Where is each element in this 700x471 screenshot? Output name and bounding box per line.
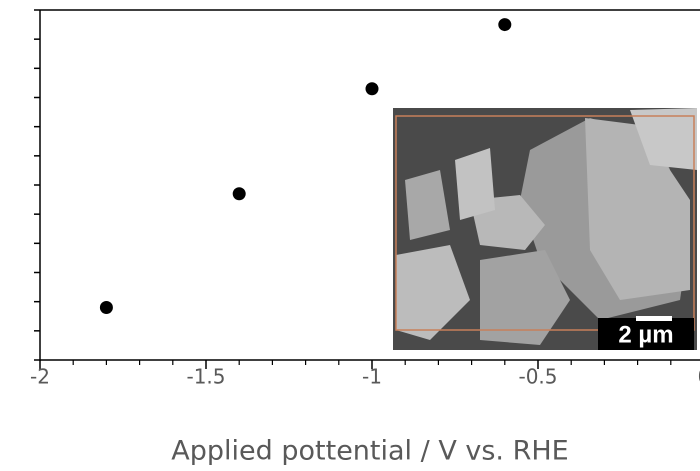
- x-tick-label: -0.5: [518, 365, 557, 389]
- particle: [630, 108, 697, 170]
- inset-frame: [395, 115, 695, 331]
- scale-bar-label: 2 µm: [618, 321, 673, 348]
- scale-bar-box: [598, 318, 694, 350]
- data-point: [99, 301, 113, 314]
- x-tick-label: -1: [362, 365, 382, 389]
- particle: [455, 148, 495, 220]
- particle: [396, 245, 470, 340]
- x-tick-label: -1.5: [186, 365, 225, 389]
- x-axis-label: Applied pottential / V vs. RHE: [171, 436, 568, 467]
- particle: [405, 170, 450, 240]
- data-point: [232, 187, 246, 201]
- particle: [480, 250, 570, 345]
- data-point: [365, 82, 379, 96]
- data-point: [498, 18, 512, 32]
- scale-bar: [636, 316, 672, 321]
- inset-image: 2 µm: [393, 108, 697, 350]
- x-tick-label: 0: [698, 365, 700, 389]
- x-tick-label: -2: [30, 365, 50, 389]
